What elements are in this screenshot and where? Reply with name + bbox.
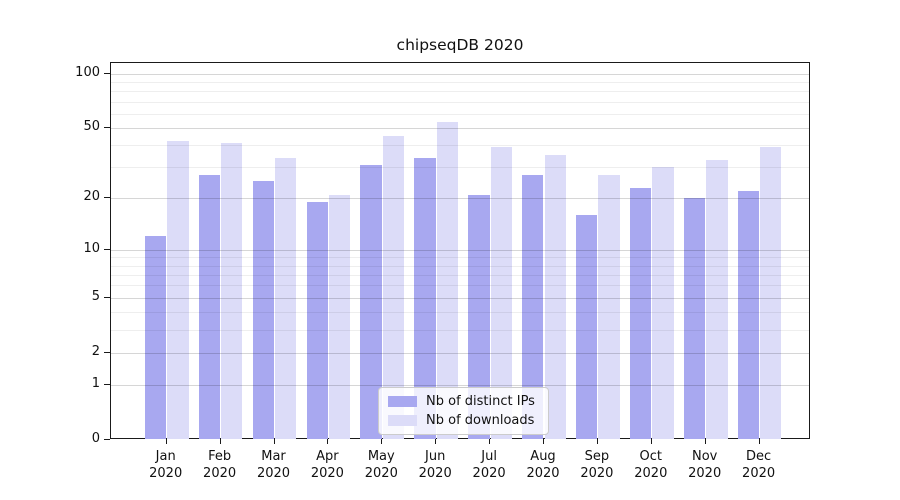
gridline-minor-4 <box>111 312 809 314</box>
x-tick-label-apr: Apr 2020 <box>310 449 344 481</box>
y-tick-label-10: 10 <box>83 240 100 256</box>
legend: Nb of distinct IPs Nb of downloads <box>378 387 549 435</box>
gridline-major-2 <box>111 352 809 354</box>
bar-downloads-aug <box>544 155 566 439</box>
chart-title: chipseqDB 2020 <box>396 36 524 54</box>
bar-distinct-ips-jun <box>414 157 436 439</box>
gridline-major-20 <box>111 198 809 200</box>
bar-distinct-ips-feb <box>198 175 221 439</box>
bar-distinct-ips-mar <box>252 181 274 439</box>
bar-downloads-sep <box>598 175 620 439</box>
gridline-major-100 <box>111 73 809 75</box>
bar-distinct-ips-may <box>360 164 382 439</box>
x-tick-mar <box>273 439 275 444</box>
x-tick-aug <box>543 439 544 444</box>
x-tick-label-may: May 2020 <box>364 449 398 481</box>
x-tick-label-mar: Mar 2020 <box>256 449 291 481</box>
bar-distinct-ips-jul <box>468 194 490 439</box>
y-tick-label-1: 1 <box>91 375 100 391</box>
gridline-major-1 <box>111 384 809 386</box>
gridline-minor-9 <box>111 257 809 259</box>
bar-distinct-ips-aug <box>522 175 544 439</box>
x-tick-label-jul: Jul 2020 <box>472 449 506 481</box>
gridline-minor-30 <box>111 167 809 169</box>
bar-distinct-ips-apr <box>306 202 328 439</box>
x-tick-dec <box>758 439 760 444</box>
gridline-minor-8 <box>111 265 809 267</box>
legend-swatch-downloads <box>388 415 417 426</box>
bar-downloads-dec <box>760 147 782 439</box>
x-tick-label-oct: Oct 2020 <box>634 449 668 481</box>
y-tick-label-5: 5 <box>91 288 100 304</box>
legend-swatch-distinct-ips <box>388 396 417 407</box>
x-tick-oct <box>650 439 652 444</box>
gridline-minor-80 <box>111 91 809 93</box>
x-tick-label-nov: Nov 2020 <box>688 449 722 481</box>
y-tick-2 <box>104 351 110 353</box>
gridline-minor-70 <box>111 101 809 103</box>
y-tick-10 <box>104 248 110 250</box>
y-tick-5 <box>104 296 110 298</box>
bar-downloads-feb <box>221 143 243 439</box>
x-tick-label-jan: Jan 2020 <box>149 449 183 481</box>
gridline-minor-40 <box>111 145 809 147</box>
x-tick-jun <box>435 439 437 444</box>
y-tick-label-0: 0 <box>91 431 100 446</box>
y-tick-label-20: 20 <box>83 189 100 205</box>
x-tick-label-aug: Aug 2020 <box>526 449 560 481</box>
legend-label: Nb of distinct IPs <box>426 394 535 409</box>
bar-downloads-oct <box>652 167 674 439</box>
legend-item: Nb of downloads <box>388 413 539 428</box>
bar-downloads-mar <box>275 157 297 439</box>
gridline-minor-6 <box>111 285 809 287</box>
legend-label: Nb of downloads <box>426 413 535 428</box>
y-tick-1 <box>104 383 110 385</box>
x-tick-feb <box>219 439 221 444</box>
x-tick-jul <box>489 439 491 444</box>
bar-downloads-nov <box>706 160 728 439</box>
x-tick-nov <box>704 439 706 444</box>
x-tick-label-sep: Sep 2020 <box>580 449 614 481</box>
bar-distinct-ips-oct <box>629 187 652 439</box>
y-tick-label-100: 100 <box>75 64 100 80</box>
legend-item: Nb of distinct IPs <box>388 394 539 409</box>
x-tick-sep <box>596 439 598 444</box>
gridline-minor-3 <box>111 329 809 331</box>
bar-downloads-may <box>382 136 405 439</box>
gridline-major-50 <box>111 127 809 129</box>
bar-distinct-ips-nov <box>683 198 706 439</box>
y-tick-100 <box>104 72 110 74</box>
bar-downloads-jul <box>490 147 512 439</box>
bar-downloads-jun <box>436 121 459 439</box>
bar-distinct-ips-sep <box>576 215 598 439</box>
x-tick-apr <box>327 439 329 444</box>
plot-area <box>110 62 810 439</box>
bar-downloads-jan <box>167 141 189 439</box>
gridline-minor-7 <box>111 274 809 276</box>
x-tick-label-feb: Feb 2020 <box>203 449 237 481</box>
bar-distinct-ips-jan <box>144 236 167 439</box>
y-tick-label-50: 50 <box>83 118 100 134</box>
y-tick-0 <box>104 439 110 440</box>
y-tick-50 <box>104 126 110 128</box>
x-tick-label-dec: Dec 2020 <box>742 449 776 481</box>
x-tick-label-jun: Jun 2020 <box>418 449 452 481</box>
y-tick-20 <box>104 197 110 199</box>
gridline-major-5 <box>111 297 809 299</box>
x-tick-jan <box>165 439 167 444</box>
bar-distinct-ips-dec <box>737 191 760 439</box>
x-tick-may <box>381 439 383 444</box>
bar-downloads-apr <box>328 194 351 439</box>
y-tick-label-2: 2 <box>91 343 100 359</box>
gridline-major-10 <box>111 249 809 251</box>
gridline-minor-60 <box>111 113 809 115</box>
gridline-minor-90 <box>111 81 809 83</box>
